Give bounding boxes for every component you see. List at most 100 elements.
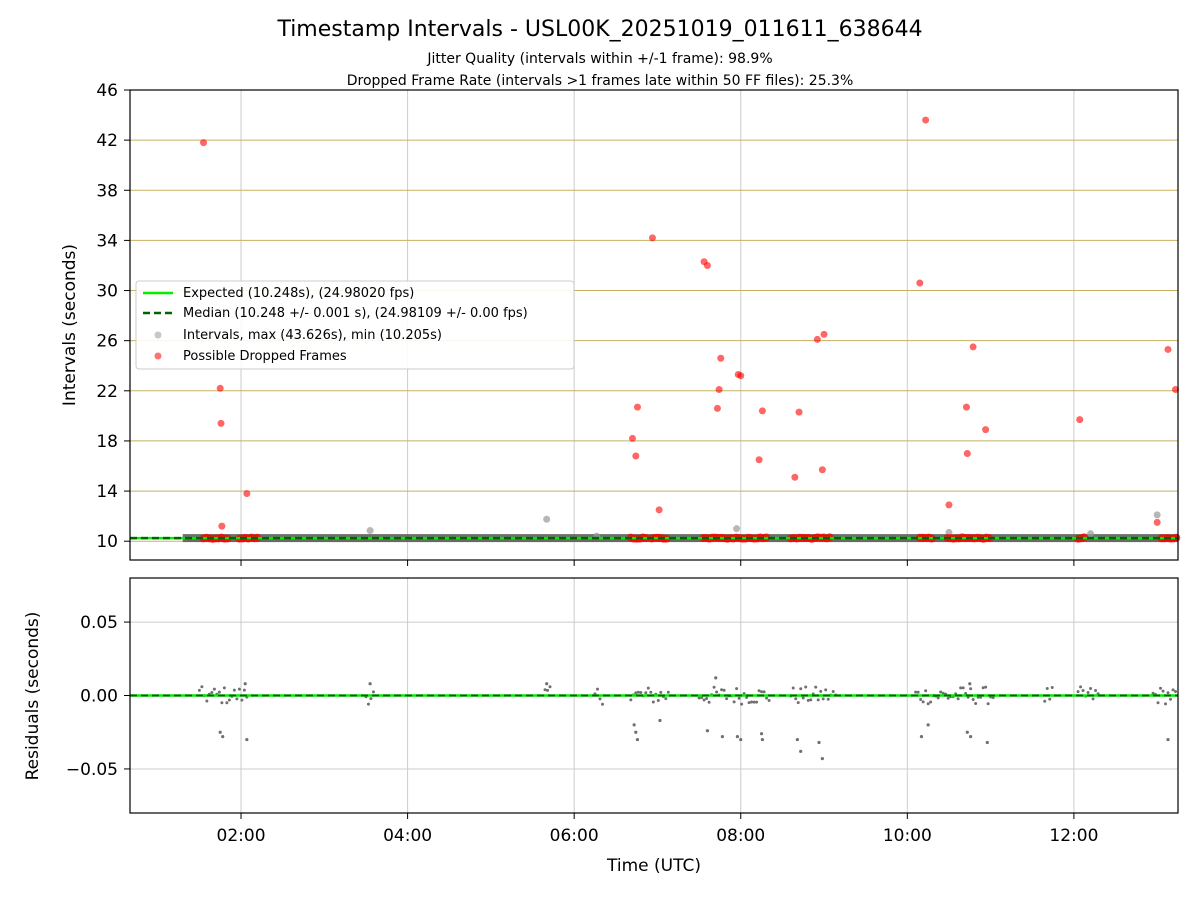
chart-subtitle-dropped: Dropped Frame Rate (intervals >1 frames …: [347, 73, 854, 89]
y-axis-label-intervals: Intervals (seconds): [60, 244, 80, 406]
residual-point: [765, 696, 769, 700]
residual-point: [919, 735, 924, 739]
residual-point: [715, 690, 719, 694]
residual-point: [1166, 737, 1170, 742]
residual-point: [795, 737, 799, 742]
x-tick-label: 12:00: [1049, 826, 1098, 846]
legend-intervals-label: Intervals, max (43.626s), min (10.205s): [183, 328, 442, 343]
residual-point: [936, 696, 940, 700]
residual-point: [546, 688, 550, 692]
residual-point: [1091, 697, 1095, 701]
residual-point: [212, 687, 216, 691]
residual-point: [986, 702, 990, 706]
residual-point: [750, 700, 754, 704]
residual-point: [639, 690, 643, 694]
residual-point: [240, 698, 244, 702]
residual-point: [959, 686, 963, 690]
residual-point: [651, 700, 655, 704]
dropped-frame-point: [628, 434, 636, 442]
residual-point: [222, 686, 226, 690]
dropped-frame-point: [200, 139, 208, 147]
residual-point: [737, 696, 741, 700]
residual-point: [806, 698, 810, 702]
dropped-frame-point: [916, 279, 924, 287]
residual-point: [926, 702, 930, 706]
residual-point: [819, 689, 823, 693]
residual-point: [757, 689, 761, 693]
residual-point: [548, 685, 552, 689]
chart-title: Timestamp Intervals - USL00K_20251019_01…: [276, 17, 922, 42]
residual-point: [824, 688, 828, 692]
residual-point: [809, 698, 813, 702]
dropped-frame-point: [813, 335, 821, 343]
residual-point: [237, 687, 241, 691]
dropped-frame-point: [1164, 345, 1172, 353]
residual-point: [1094, 689, 1098, 693]
dropped-frame-point: [243, 490, 251, 498]
y-tick-label: 46: [96, 81, 118, 101]
residual-point: [991, 696, 995, 700]
residual-point: [366, 702, 370, 706]
residual-point: [919, 698, 923, 702]
residual-point: [1166, 691, 1170, 695]
residual-point: [705, 729, 710, 733]
interval-point: [733, 525, 741, 533]
residual-point: [636, 690, 640, 694]
residual-point: [700, 696, 704, 700]
residual-point: [1045, 686, 1049, 690]
dropped-frame-point: [655, 506, 663, 514]
residual-point: [225, 701, 229, 705]
residual-point: [767, 698, 771, 702]
y-tick-label: 18: [96, 432, 118, 452]
residual-point: [929, 700, 933, 704]
residual-point: [235, 697, 239, 701]
legend-dropped-marker: [154, 352, 162, 360]
residual-point: [817, 740, 821, 745]
residual-point: [666, 690, 670, 694]
dropped-frame-point: [703, 261, 711, 269]
residual-point: [926, 723, 930, 727]
residual-point: [368, 682, 372, 686]
residual-point: [658, 718, 662, 723]
legend: Expected (10.248s), (24.98020 fps) Media…: [135, 280, 575, 370]
y-tick-label: 10: [96, 532, 118, 552]
residual-point: [722, 688, 726, 692]
x-tick-label: 04:00: [383, 826, 432, 846]
residual-point: [961, 686, 965, 690]
legend-dropped-label: Possible Dropped Frames: [183, 349, 347, 364]
residuals-axes-frame: [129, 577, 1179, 814]
y-tick-label: −0.05: [66, 760, 118, 780]
y-tick-label: 0.00: [80, 687, 118, 707]
dropped-frame-point: [1076, 416, 1084, 424]
legend-median-label: Median (10.248 +/- 0.001 s), (24.98109 +…: [183, 306, 528, 321]
y-axis-label-residuals: Residuals (seconds): [23, 612, 43, 781]
interval-point: [1153, 511, 1161, 519]
residual-point: [1089, 687, 1093, 691]
residual-point: [826, 697, 830, 701]
dropped-frame-point: [218, 522, 226, 530]
residual-point: [968, 682, 972, 686]
dropped-frame-point: [820, 330, 828, 338]
dropped-frame-point: [982, 426, 990, 434]
residual-point: [600, 702, 604, 706]
residual-point: [801, 696, 805, 700]
residual-point: [916, 690, 920, 694]
residual-point: [735, 735, 740, 739]
dropped-frame-point: [632, 452, 640, 460]
residual-point: [969, 687, 973, 691]
residual-point: [747, 701, 751, 705]
residual-point: [598, 697, 602, 701]
residual-point: [762, 690, 766, 694]
residual-point: [714, 676, 718, 680]
dropped-frame-point: [648, 234, 656, 242]
residual-point: [725, 697, 729, 701]
residual-point: [705, 696, 709, 700]
residual-point: [791, 686, 795, 690]
y-tick-label: 26: [96, 332, 118, 352]
residual-point: [752, 700, 756, 704]
dropped-frame-point: [969, 343, 977, 351]
legend-expected-label: Expected (10.248s), (24.98020 fps): [183, 286, 414, 301]
x-tick-label: 08:00: [716, 826, 765, 846]
interval-point: [543, 515, 551, 523]
residual-point: [984, 685, 988, 689]
